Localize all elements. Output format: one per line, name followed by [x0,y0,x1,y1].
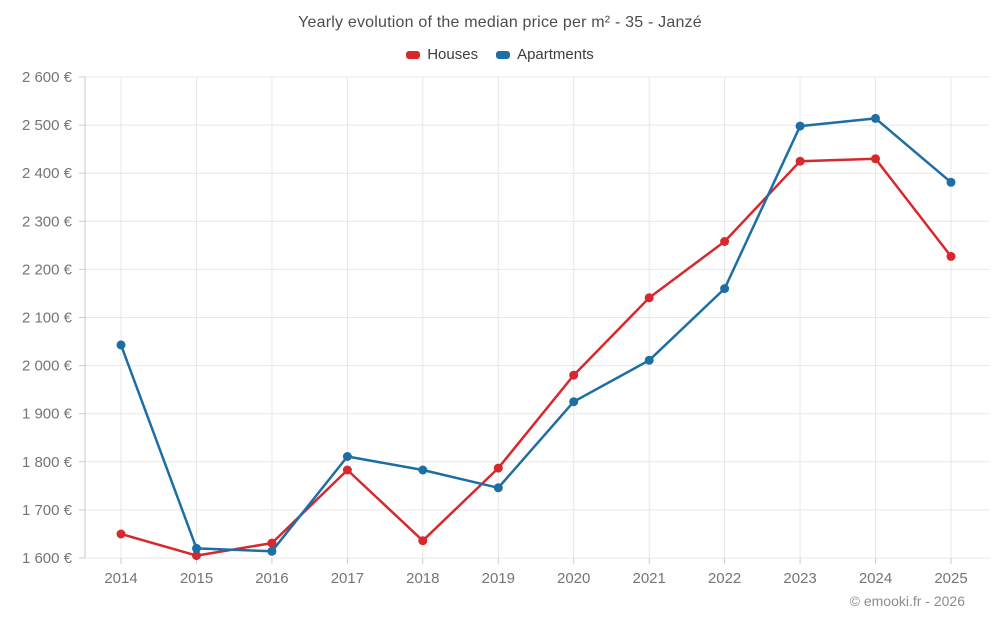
apartments-data-point[interactable] [418,465,428,475]
x-tick-label: 2025 [934,570,967,587]
apartments-data-point[interactable] [342,452,352,461]
apartments-data-point[interactable] [946,177,956,187]
legend-item-houses[interactable]: Houses [406,46,478,63]
apartments-data-point[interactable] [871,113,880,123]
apartments-data-point[interactable] [720,284,730,294]
x-tick-label: 2023 [783,570,816,587]
houses-data-point[interactable] [871,154,880,164]
y-tick-label: 2 300 € [22,213,73,230]
attribution: © emooki.fr - 2026 [849,593,965,609]
houses-data-point[interactable] [418,536,428,546]
apartments-data-point[interactable] [795,121,805,131]
legend-item-apartments[interactable]: Apartments [496,46,594,63]
houses-data-point[interactable] [342,465,352,475]
apartments-legend-marker [496,50,511,59]
x-tick-label: 2022 [708,570,741,587]
apartments-data-point[interactable] [493,483,503,493]
apartments-data-point[interactable] [644,355,654,365]
houses-data-point[interactable] [569,370,579,380]
x-tick-label: 2021 [633,570,666,587]
y-tick-label: 2 600 € [22,69,73,86]
houses-data-point[interactable] [493,463,503,473]
apartments-data-point[interactable] [192,543,201,553]
houses-legend-marker [406,50,421,59]
x-tick-label: 2014 [104,570,137,587]
houses-data-point[interactable] [946,251,956,261]
houses-data-point[interactable] [192,551,201,561]
houses-data-point[interactable] [267,538,277,548]
chart-title: Yearly evolution of the median price per… [298,14,702,31]
y-tick-label: 2 000 € [22,358,73,375]
houses-data-point[interactable] [116,529,126,539]
x-tick-label: 2017 [331,570,364,587]
apartments-data-point[interactable] [116,340,126,350]
x-tick-label: 2015 [180,570,213,587]
apartments-line [119,117,953,553]
houses-data-point[interactable] [720,237,730,246]
y-gridlines [79,76,990,559]
houses-series [116,154,956,561]
y-tick-label: 1 700 € [22,502,73,519]
y-tick-label: 1 600 € [22,550,73,567]
apartments-data-point[interactable] [267,546,277,556]
legend: Houses Apartments [0,46,1000,63]
y-tick-label: 2 100 € [22,310,73,327]
houses-data-point[interactable] [795,156,805,166]
y-tick-label: 1 800 € [22,454,73,471]
y-axis-labels: 1 600 € 1 700 € 1 800 € 1 900 € 2 000 € 2 100… [22,69,73,567]
houses-legend-label: Houses [427,46,479,63]
y-tick-label: 2 200 € [22,261,73,278]
x-tick-label: 2018 [406,570,439,587]
x-axis-labels: 2014 2015 2016 2017 2018 2019 2020 2021 2022 2023… [104,570,967,587]
x-gridlines [120,77,952,564]
x-tick-label: 2019 [482,570,515,587]
houses-line [119,157,953,557]
apartments-series [116,113,956,556]
apartments-data-point[interactable] [569,397,579,407]
houses-data-point[interactable] [644,293,654,303]
x-tick-label: 2016 [255,570,288,587]
x-tick-label: 2020 [557,570,590,587]
y-tick-label: 1 900 € [22,406,73,423]
x-tick-label: 2024 [859,570,892,587]
apartments-legend-label: Apartments [517,46,594,63]
y-tick-label: 2 500 € [22,117,73,134]
y-tick-label: 2 400 € [22,165,73,182]
